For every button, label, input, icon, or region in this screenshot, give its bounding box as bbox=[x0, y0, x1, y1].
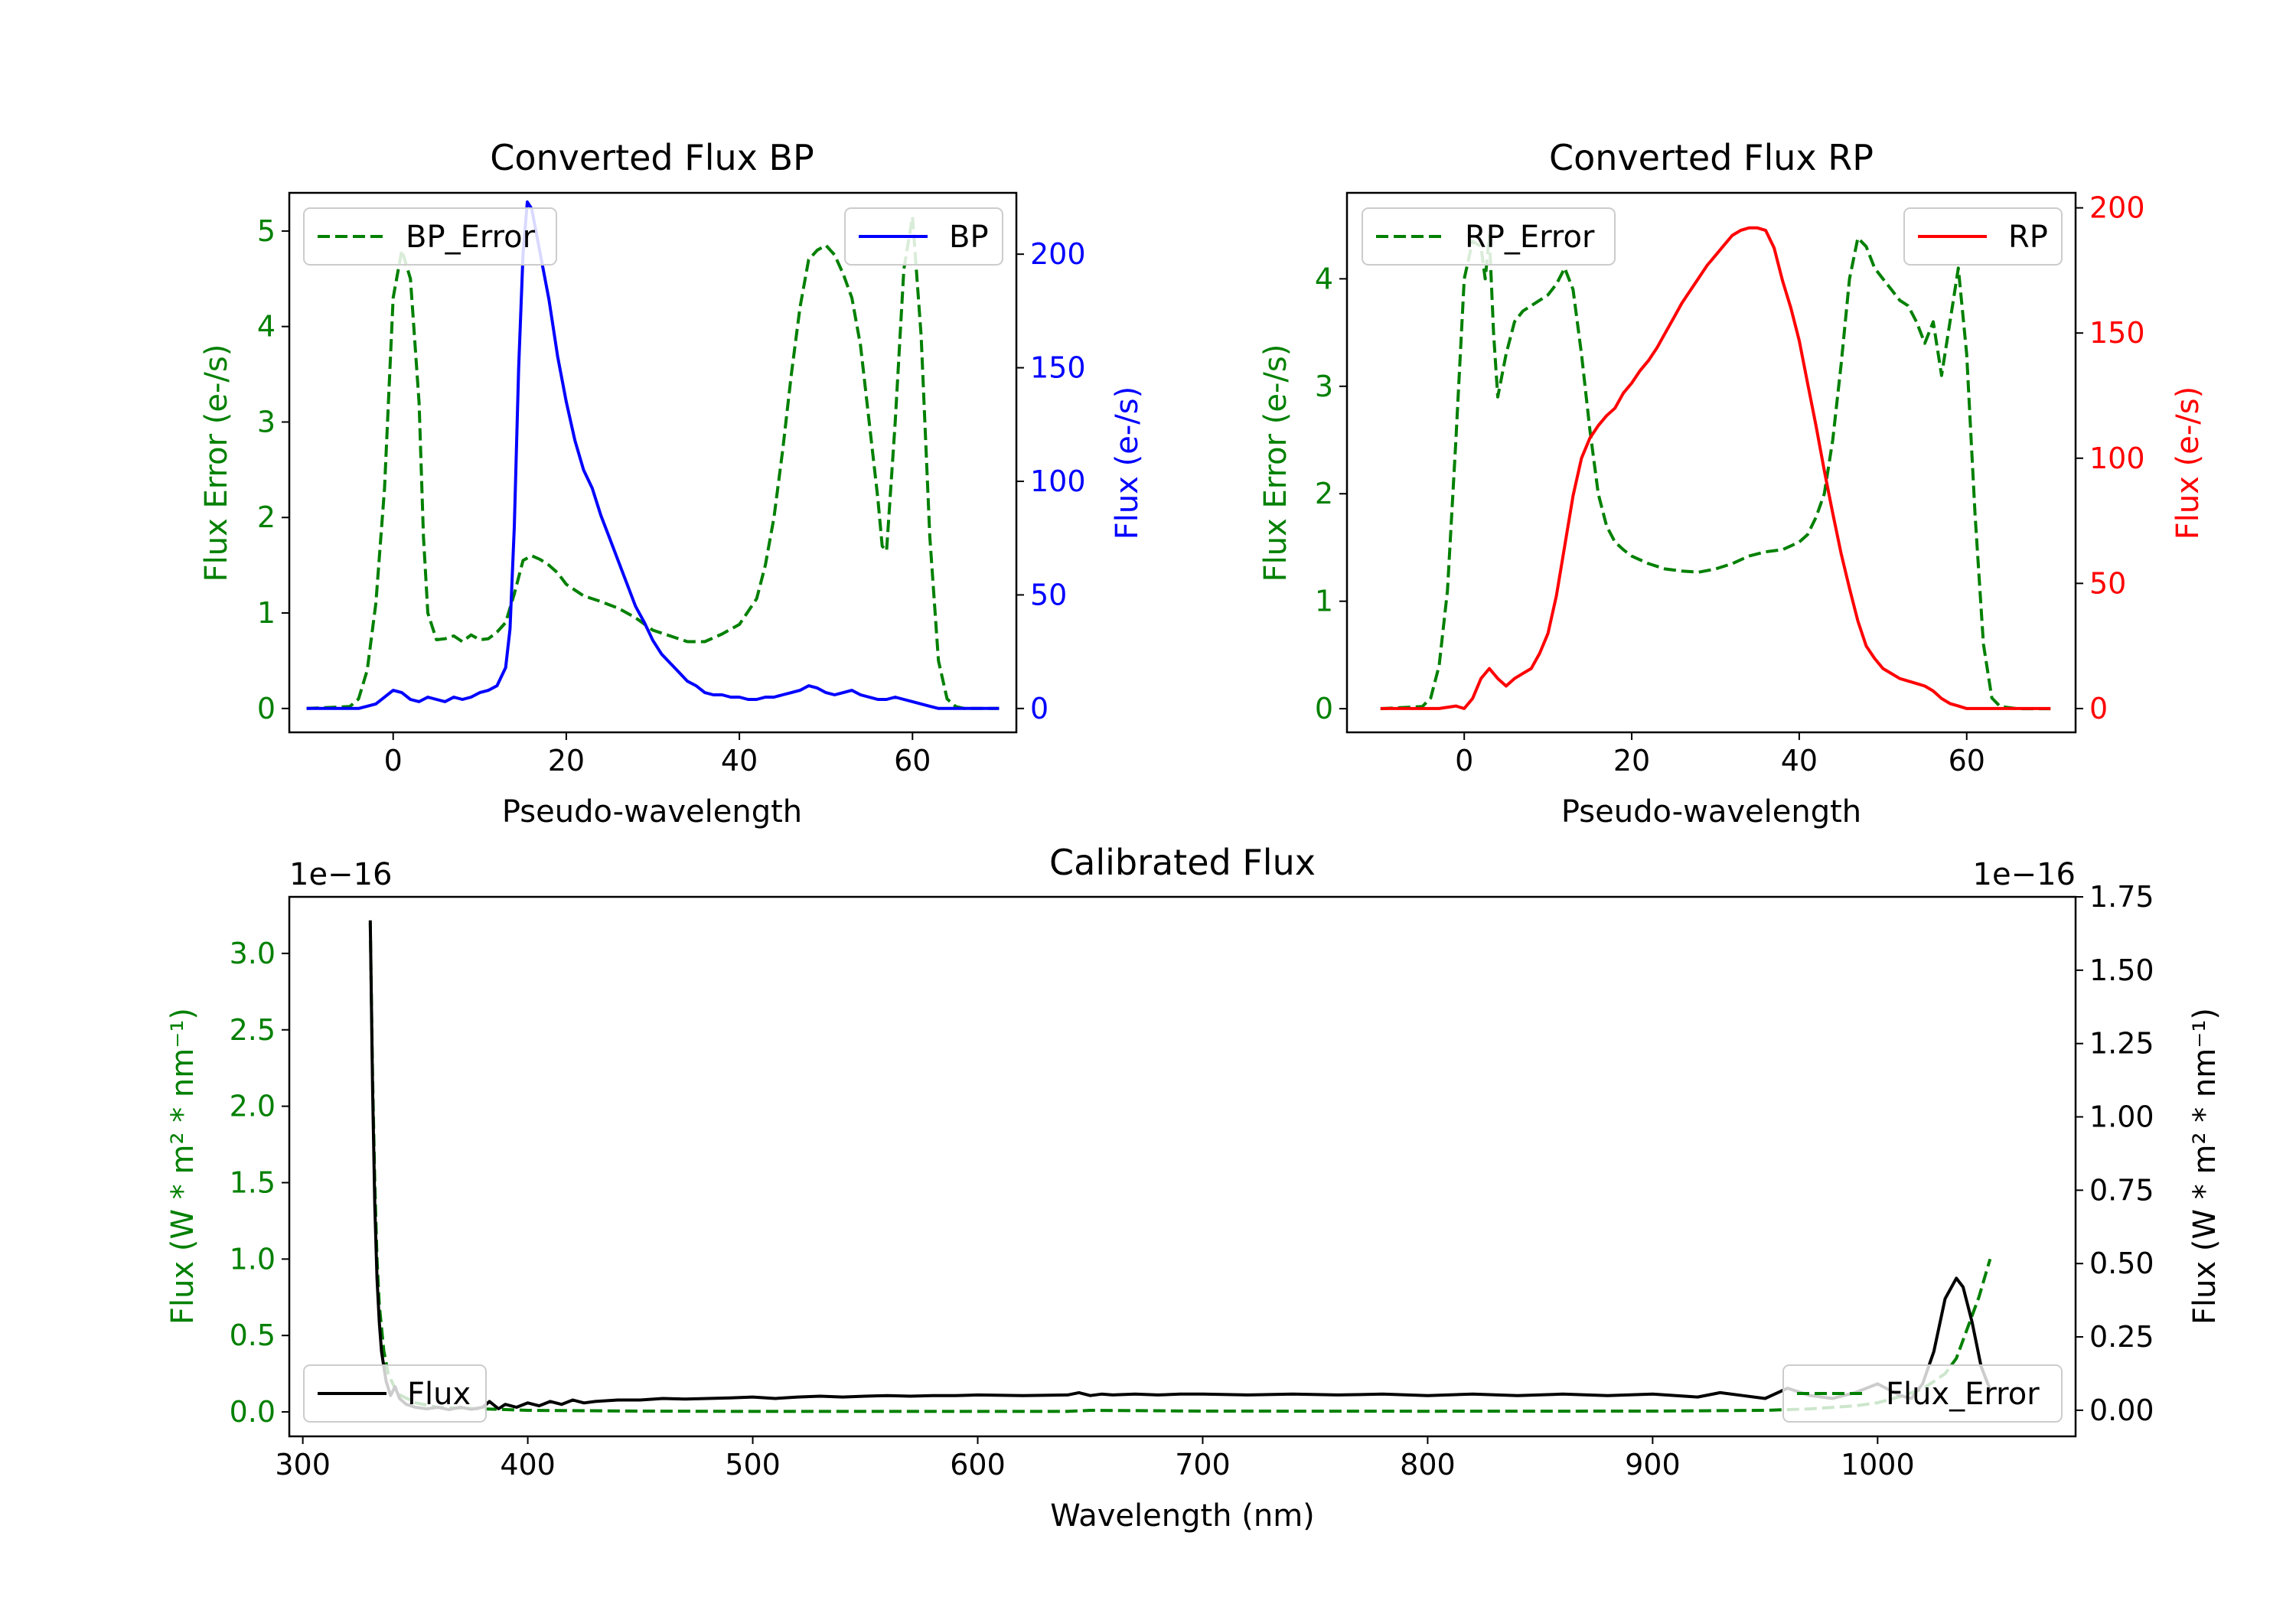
bp-legend-flux-label: BP bbox=[949, 220, 989, 255]
rp-y-left-tick-label: 4 bbox=[1315, 262, 1333, 295]
cal-y-right-tick-label: 0.75 bbox=[2089, 1173, 2154, 1207]
rp-y-right-tick-label: 150 bbox=[2089, 316, 2145, 350]
cal-y-left-tick-label: 3.0 bbox=[230, 937, 276, 970]
cal-y-left-tick-label: 1.0 bbox=[230, 1242, 276, 1276]
cal-series-flux-error-line bbox=[368, 922, 1992, 1413]
rp-series-rp-error-line bbox=[1380, 234, 2051, 711]
bp-series-bp-error-line bbox=[306, 215, 1000, 710]
bp-axes-frame bbox=[288, 191, 1018, 734]
bp-y-left-tick-label: 0 bbox=[257, 692, 276, 725]
rp-y-left-tick-label: 3 bbox=[1315, 370, 1333, 403]
cal-axes-frame bbox=[288, 895, 2077, 1438]
bp-y-left-tick-label: 4 bbox=[257, 310, 276, 344]
bp-y-left-tick-label: 3 bbox=[257, 405, 276, 438]
rp-y-right-tick-label: 50 bbox=[2089, 566, 2126, 600]
bp-x-tick-label: 20 bbox=[548, 744, 585, 777]
cal-y-axis-label-right: Flux (W * m² * nm⁻¹) bbox=[2187, 1008, 2223, 1325]
rp-x-tick-label: 20 bbox=[1613, 744, 1650, 777]
cal-legend-error-box bbox=[1782, 1364, 2063, 1423]
bp-x-tick-label: 0 bbox=[384, 744, 403, 777]
bp-x-axis-label: Pseudo-wavelength bbox=[502, 794, 802, 830]
rp-title: Converted Flux RP bbox=[1549, 137, 1874, 178]
cal-x-tick-label: 600 bbox=[950, 1448, 1006, 1482]
rp-y-axis-label-left: Flux Error (e-/s) bbox=[1258, 344, 1293, 582]
bp-y-axis-label-left: Flux Error (e-/s) bbox=[199, 344, 234, 582]
cal-y-left-tick-label: 2.0 bbox=[230, 1090, 276, 1123]
rp-legend-flux[interactable]: RP bbox=[1903, 207, 2063, 266]
rp-x-tick-label: 0 bbox=[1455, 744, 1473, 777]
cal-y-right-tick-label: 0.00 bbox=[2089, 1393, 2154, 1427]
cal-x-tick-label: 900 bbox=[1625, 1448, 1681, 1482]
cal-y-right-tick-label: 1.75 bbox=[2089, 880, 2154, 914]
rp-y-left-tick-label: 2 bbox=[1315, 477, 1333, 510]
bp-x-tick-label: 40 bbox=[721, 744, 758, 777]
bp-legend-flux[interactable]: BP bbox=[844, 207, 1003, 266]
bp-series-bp-line bbox=[306, 200, 1000, 710]
cal-y-right-tick-label: 1.50 bbox=[2089, 953, 2154, 987]
cal-y-left-tick-label: 2.5 bbox=[230, 1013, 276, 1047]
bp-x-tick-label: 60 bbox=[894, 744, 931, 777]
cal-x-tick-label: 400 bbox=[500, 1448, 556, 1482]
bp-title: Converted Flux BP bbox=[490, 137, 814, 178]
cal-y-right-tick-label: 1.00 bbox=[2089, 1100, 2154, 1134]
rp-y-left-tick-label: 0 bbox=[1315, 692, 1333, 725]
rp-series-rp-line bbox=[1380, 226, 2051, 710]
cal-legend-error-label: Flux_Error bbox=[1886, 1377, 2040, 1412]
cal-y-axis-label-left: Flux (W * m² * nm⁻¹) bbox=[165, 1008, 201, 1325]
rp-y-axis-label-right: Flux (e-/s) bbox=[2170, 386, 2206, 539]
cal-x-tick-label: 300 bbox=[275, 1448, 331, 1482]
bp-y-right-tick-label: 0 bbox=[1030, 692, 1049, 725]
cal-legend-flux[interactable]: Flux bbox=[303, 1364, 487, 1423]
bp-y-left-tick-label: 1 bbox=[257, 596, 276, 630]
rp-x-axis-label: Pseudo-wavelength bbox=[1561, 794, 1861, 830]
bp-legend-error-label: BP_Error bbox=[406, 220, 536, 255]
bp-y-right-tick-label: 150 bbox=[1030, 351, 1086, 385]
cal-x-tick-label: 800 bbox=[1400, 1448, 1456, 1482]
cal-x-tick-label: 700 bbox=[1175, 1448, 1231, 1482]
bp-y-left-tick-label: 5 bbox=[257, 214, 276, 248]
cal-x-tick-label: 1000 bbox=[1841, 1448, 1915, 1482]
bp-y-right-tick-label: 100 bbox=[1030, 464, 1086, 498]
cal-legend-flux-box bbox=[303, 1364, 487, 1423]
rp-y-right-tick-label: 100 bbox=[2089, 442, 2145, 475]
cal-title: Calibrated Flux bbox=[1049, 842, 1316, 883]
panel-bp: Converted Flux BP 0 20 40 60012345050100150… bbox=[199, 137, 1145, 830]
bp-y-right-tick-label: 50 bbox=[1030, 578, 1067, 611]
cal-y-left-tick-label: 0.0 bbox=[230, 1395, 276, 1429]
rp-y-left-tick-label: 1 bbox=[1315, 585, 1333, 618]
panel-rp: Converted Flux RP 0 20 40 60012340501001502… bbox=[1258, 137, 2206, 830]
cal-legend-error[interactable]: Flux_Error bbox=[1782, 1364, 2063, 1423]
rp-y-right-tick-label: 0 bbox=[2089, 692, 2108, 725]
rp-legend-error-box bbox=[1362, 207, 1616, 266]
cal-y-right-tick-label: 0.50 bbox=[2089, 1247, 2154, 1280]
rp-legend-error[interactable]: RP_Error bbox=[1362, 207, 1616, 266]
bp-y-axis-label-right: Flux (e-/s) bbox=[1110, 386, 1145, 539]
cal-x-axis-label: Wavelength (nm) bbox=[1050, 1498, 1315, 1534]
panel-calibrated: Calibrated Flux 300 400 500 600 700 800 900 100… bbox=[165, 842, 2223, 1534]
rp-x-tick-label: 40 bbox=[1781, 744, 1818, 777]
rp-y-right-tick-label: 200 bbox=[2089, 191, 2145, 225]
cal-x-tick-label: 500 bbox=[725, 1448, 781, 1482]
bp-legend-error-box bbox=[303, 207, 557, 266]
cal-y-right-tick-label: 1.25 bbox=[2089, 1027, 2154, 1061]
bp-legend-error[interactable]: BP_Error bbox=[303, 207, 557, 266]
rp-axes-frame bbox=[1345, 191, 2077, 734]
bp-y-left-tick-label: 2 bbox=[257, 500, 276, 534]
rp-x-tick-label: 60 bbox=[1949, 744, 1985, 777]
cal-offset-left: 1e−16 bbox=[289, 857, 392, 892]
cal-offset-right: 1e−16 bbox=[1973, 857, 2076, 892]
cal-y-right-tick-label: 0.25 bbox=[2089, 1320, 2154, 1354]
rp-legend-flux-label: RP bbox=[2008, 220, 2048, 255]
bp-y-right-tick-label: 200 bbox=[1030, 237, 1086, 271]
cal-y-left-tick-label: 0.5 bbox=[230, 1319, 276, 1352]
cal-y-left-tick-label: 1.5 bbox=[230, 1165, 276, 1199]
cal-legend-flux-label: Flux bbox=[407, 1377, 471, 1412]
rp-legend-error-label: RP_Error bbox=[1465, 220, 1595, 255]
